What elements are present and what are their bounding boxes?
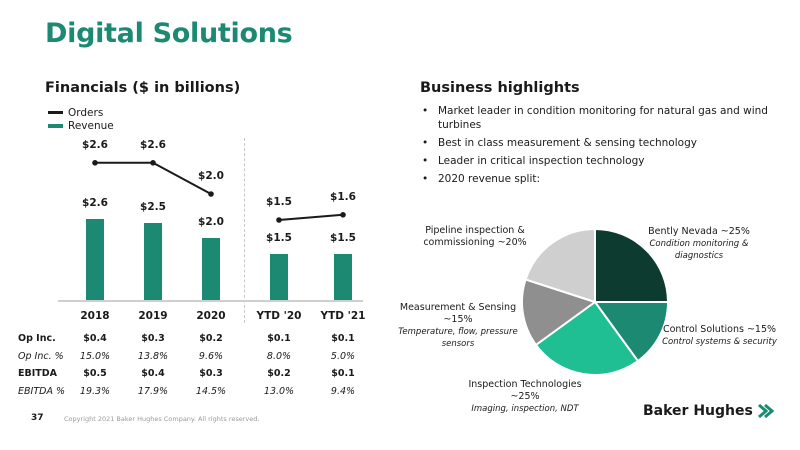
highlight-item: • Leader in critical inspection technolog…	[422, 155, 645, 167]
metric-value: $0.1	[267, 333, 291, 344]
pie-slice	[524, 227, 596, 304]
pie-slice	[534, 300, 640, 376]
bullet-icon: •	[422, 155, 429, 167]
page-title: Digital Solutions	[45, 18, 293, 49]
revenue-value-label: $1.5	[330, 231, 356, 244]
pie-slice	[521, 278, 598, 347]
x-axis-category: 2020	[196, 310, 226, 322]
orders-point	[208, 191, 214, 197]
metric-value: 13.8%	[137, 350, 169, 362]
legend-revenue-label: Revenue	[68, 119, 114, 132]
metric-label: EBITDA	[18, 368, 57, 379]
metric-row: EBITDA $0.5 $0.4 $0.3 $0.2 $0.1	[18, 368, 398, 382]
metric-value: 8.0%	[266, 350, 292, 362]
metric-value: $0.3	[199, 368, 223, 379]
bullet-icon: •	[422, 173, 429, 185]
orders-value-label: $2.0	[198, 170, 224, 182]
highlight-item: • 2020 revenue split:	[422, 173, 541, 185]
orders-value-label: $1.5	[266, 196, 292, 208]
x-axis-category: 2019	[138, 310, 168, 322]
page-number: 37	[31, 413, 44, 423]
revenue-bar	[144, 222, 162, 300]
metric-value: 14.5%	[195, 385, 227, 397]
metric-value: $0.1	[331, 333, 355, 344]
baker-hughes-chevron-icon	[757, 403, 775, 419]
pie-slice	[594, 227, 670, 303]
metric-label: EBITDA %	[18, 385, 65, 397]
legend-orders: Orders	[48, 106, 114, 119]
orders-point	[150, 160, 156, 166]
legend-bar-swatch	[48, 123, 63, 128]
legend-revenue: Revenue	[48, 119, 114, 132]
pie-slice	[593, 301, 670, 363]
pie-label-measurement-sensing: Measurement & Sensing ~15% Temperature, …	[398, 302, 518, 349]
orders-value-label: $1.6	[330, 190, 356, 203]
metric-row: EBITDA % 19.3% 17.9% 14.5% 13.0% 9.4%	[18, 386, 398, 400]
metric-value: 19.3%	[79, 385, 111, 397]
metric-label: Op Inc. %	[18, 350, 64, 362]
legend-line-swatch	[48, 111, 63, 114]
revenue-bar	[270, 253, 288, 300]
metric-row: Op Inc. $0.4 $0.3 $0.2 $0.1 $0.1	[18, 333, 398, 347]
revenue-value-label: $2.0	[198, 216, 224, 228]
orders-point	[276, 217, 282, 223]
metric-value: $0.2	[199, 333, 223, 344]
bullet-icon: •	[422, 137, 429, 149]
metric-value: 17.9%	[137, 385, 169, 397]
orders-line	[278, 213, 344, 221]
orders-line-svg	[92, 160, 346, 223]
metric-value: 9.4%	[330, 385, 356, 397]
metric-label: Op Inc.	[18, 333, 56, 344]
highlight-item: • Best in class measurement & sensing tec…	[422, 137, 697, 149]
metric-value: $0.3	[141, 333, 165, 344]
highlights-list: • Market leader in condition monitoring f…	[418, 104, 768, 190]
metric-value: $0.4	[141, 368, 165, 379]
metric-value: 5.0%	[330, 350, 356, 362]
financials-title: Financials ($ in billions)	[45, 80, 241, 96]
metric-row: Op Inc. % 15.0% 13.8% 9.6% 8.0% 5.0%	[18, 351, 398, 365]
metric-value: 15.0%	[79, 350, 111, 362]
orders-value-label: $2.6	[82, 138, 108, 151]
x-axis-category: YTD '21	[320, 310, 366, 322]
highlights-title: Business highlights	[420, 80, 580, 96]
metric-value: $0.1	[331, 368, 355, 379]
pie-label-control-solutions: Control Solutions ~15% Control systems &…	[662, 324, 777, 347]
financials-chart: $2.6 2018 $2.5 2019 $2.0 2020 $1.5 YTD '20 $1.5 Y…	[0, 0, 400, 330]
revenue-value-label: $2.6	[82, 197, 108, 210]
metric-value: $0.5	[83, 368, 107, 379]
orders-point	[92, 160, 98, 166]
metric-value: 13.0%	[263, 385, 295, 397]
baker-hughes-logo: Baker Hughes	[643, 403, 775, 419]
orders-point	[340, 212, 346, 218]
x-axis-category: YTD '20	[256, 310, 302, 322]
bullet-icon: •	[422, 105, 429, 117]
revenue-value-label: $1.5	[266, 231, 292, 244]
chart-legend: Orders Revenue	[48, 106, 114, 132]
pie-label-pipeline-inspection: Pipeline inspection & commissioning ~20%	[423, 225, 527, 248]
period-divider	[244, 138, 245, 323]
logo-text: Baker Hughes	[643, 403, 753, 419]
revenue-bar	[202, 238, 220, 300]
metric-value: 9.6%	[198, 350, 224, 362]
highlight-item: • Market leader in condition monitoring f…	[422, 105, 768, 131]
pie-label-inspection-technologies: Inspection Technologies ~25% Imaging, in…	[468, 379, 582, 414]
revenue-value-label: $2.5	[140, 200, 166, 213]
orders-value-label: $2.6	[140, 138, 166, 151]
chart-baseline	[58, 300, 363, 302]
revenue-bar	[334, 253, 352, 300]
metric-value: $0.2	[267, 368, 291, 379]
legend-orders-label: Orders	[68, 106, 104, 119]
copyright-text: Copyright 2021 Baker Hughes Company. All…	[64, 415, 260, 423]
metric-value: $0.4	[83, 333, 107, 344]
revenue-bar	[86, 219, 104, 300]
pie-label-bently-nevada: Bently Nevada ~25% Condition monitoring …	[648, 226, 750, 261]
x-axis-category: 2018	[80, 310, 110, 322]
